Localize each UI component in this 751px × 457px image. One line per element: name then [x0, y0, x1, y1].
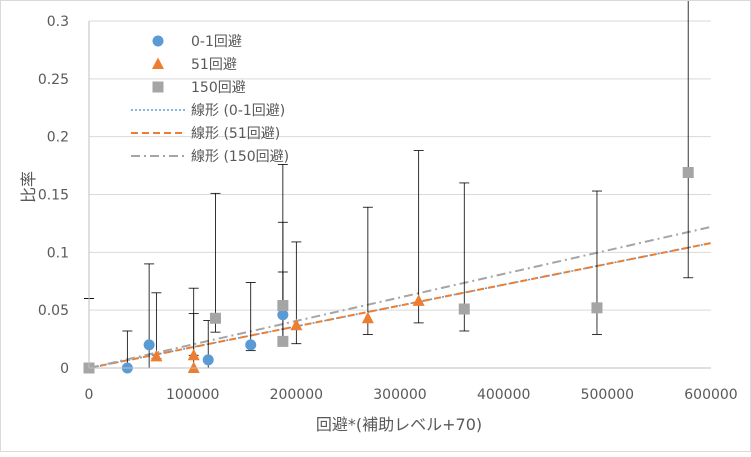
data-point-triangle	[187, 348, 200, 361]
y-tick-label: 0.2	[47, 130, 69, 146]
x-tick-label: 0	[85, 387, 94, 403]
y-axis-title: 比率	[19, 171, 38, 203]
y-tick-label: 0.3	[47, 14, 69, 30]
data-point-square	[277, 300, 289, 312]
data-point-circle	[143, 339, 155, 351]
data-point-circle	[202, 354, 214, 366]
x-tick-label: 500000	[581, 387, 634, 403]
data-point-square	[591, 302, 603, 314]
trendline-1	[88, 242, 712, 369]
data-point-triangle	[150, 349, 163, 362]
data-point-square	[277, 335, 289, 347]
y-tick-label: 0.25	[38, 72, 69, 88]
x-axis-title: 回避*(補助レベル+70)	[316, 415, 482, 434]
y-tick-label: 0.1	[47, 245, 69, 261]
y-tick-label: 0.05	[38, 303, 69, 319]
data-point-triangle	[361, 311, 374, 324]
tick-labels: 0 0.05 0.1 0.15 0.2 0.25 0.3 0 100000 200000 30000…	[38, 14, 738, 403]
legend-label: 0-1回避	[191, 34, 242, 50]
data-point-triangle	[187, 361, 200, 373]
data-point-triangle	[290, 318, 303, 331]
legend-marker-triangle	[152, 57, 164, 69]
legend-label: 線形 (150回避)	[191, 149, 289, 165]
gridlines	[89, 20, 711, 311]
trendline-2	[88, 225, 712, 369]
data-point-circle	[277, 309, 289, 321]
x-tick-label: 200000	[270, 387, 323, 403]
legend-marker-square	[152, 81, 164, 93]
x-tick-label: 600000	[684, 387, 737, 403]
axes	[88, 21, 711, 369]
legend-label: 線形 (0-1回避)	[191, 103, 285, 119]
y-tick-label: 0.15	[38, 188, 69, 204]
legend-marker-circle	[152, 35, 164, 47]
trendlines	[88, 225, 712, 369]
data-point-triangle	[412, 294, 425, 306]
y-tick-label: 0	[60, 361, 69, 377]
x-tick-label: 100000	[166, 387, 219, 403]
x-tick-label: 300000	[373, 387, 426, 403]
legend-label: 線形 (51回避)	[191, 126, 280, 142]
data-point-square	[209, 312, 221, 324]
x-tick-label: 400000	[477, 387, 530, 403]
data-point-square	[682, 167, 694, 179]
legend-label: 51回避	[191, 57, 237, 73]
data-point-square	[458, 303, 470, 315]
legend-label: 150回避	[191, 80, 246, 96]
data-markers	[83, 167, 694, 374]
data-point-circle	[245, 339, 257, 351]
